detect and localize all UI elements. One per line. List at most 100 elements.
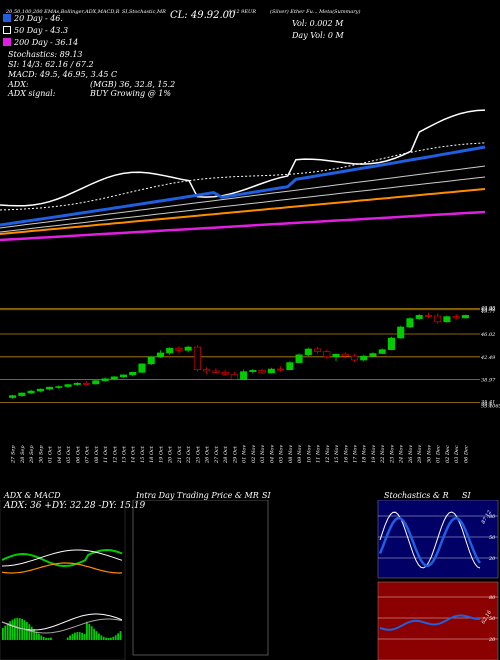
macd-histogram-bar [90,626,93,640]
candle-body [36,388,44,392]
stochastics-level-label: 50 [489,535,496,541]
ema-header: 20,50,100,200 EMAs,Bollinger,ADX,MACD,R [6,9,120,15]
candle-body [203,369,211,372]
candle-body [193,346,201,371]
x-tick-label: 02 Dec [445,445,451,463]
close-price: CL: 49.92.00 [170,10,236,21]
ema20-label: 20 Day - 46. [14,14,63,23]
candle-body [304,348,312,356]
ema-gray-line-1 [0,165,486,229]
candle-body [184,346,192,351]
x-tick-label: 29 Sep [29,445,35,464]
ema-chart [0,109,486,242]
y-tick-label: 38.97 [481,378,496,384]
macd-signal-line [1,618,123,634]
candle-body [286,362,294,371]
ema20-line [0,145,486,227]
candle-body [166,348,174,354]
candle-body [406,318,414,328]
y-tick-label: 49.92 [480,307,495,313]
macd-histogram-bar [74,632,76,640]
candle-body [341,353,349,357]
stochastics-level-label: 80 [489,514,496,520]
y-tick-label: 35.41 [481,399,495,405]
candle-body [452,316,460,319]
y-tick-label: 35.4 [481,401,492,407]
x-tick-label: 28 Sep [20,445,26,464]
macd-histogram-bar [71,633,74,640]
macd-histogram-bar [98,633,100,640]
candle-body [443,316,451,323]
macd-histogram-bar [86,621,88,640]
x-tick-label: 05 Nov [279,445,285,463]
adx-signal-label: ADX signal: [8,89,56,98]
price-line [0,109,486,207]
x-tick-label: 10 Nov [306,445,312,463]
si-line [379,614,481,631]
ema50-label: 50 Day - 43.3 [14,26,69,35]
candle-body [175,348,183,351]
x-tick-label: 17 Nov [353,445,359,463]
x-tick-label: 27 Sep [11,445,17,464]
candle-body [73,382,81,385]
x-tick-label: 24 Nov [399,445,405,464]
macd-histogram-bar [112,636,115,640]
si-level-label: 50 [489,616,496,622]
adx-plus-di-line [1,548,123,568]
x-tick-label: 21 Oct [177,445,183,464]
adx-macd-title: ADX & MACD [4,491,61,500]
candle-body [110,376,118,380]
day-volume-label: Day Vol: 0 M [292,31,344,40]
x-tick-label: 30 Nov [426,445,432,463]
y-tick-label: 35.4065 [481,404,500,410]
macd-histogram-bar [50,637,52,640]
candle-body [46,386,54,390]
macd-histogram-bar [107,637,110,640]
y-tick-label: 46.02 [480,332,495,338]
candle-body [18,392,26,396]
candle-body [240,371,248,380]
macd-histogram-bar [45,637,47,640]
macd-histogram-bar [83,634,86,640]
candle-body [434,315,442,323]
macd-histogram-bar [4,625,7,640]
candle-body [369,353,377,357]
x-tick-label: 26 Oct [205,445,211,464]
macd-histogram-bar [21,618,23,640]
candle-body [332,353,340,358]
x-tick-label: 01 Dec [436,445,442,463]
stochastics-si-label: SI [462,491,471,500]
x-tick-label: 03 Nov [260,445,266,463]
ema50-swatch [3,26,11,34]
x-tick-label: 03 Dec [454,445,460,463]
si-level-label: 20 [488,637,496,643]
x-tick-label: 01 Oct [48,445,54,463]
stochastics-d-line [378,516,482,568]
candle-body [212,370,220,373]
x-tick-label: 18 Nov [362,445,368,463]
x-tick-label: 25 Oct [195,445,201,464]
candle-body [9,395,17,398]
macd-histogram-bar [110,637,112,640]
macd-histogram-bar [78,632,81,640]
ema100-line [0,188,486,235]
y-tick-label: 49.77 [480,309,496,315]
x-tick-label: 23 Nov [389,445,395,464]
macd-histogram-bar [2,628,4,640]
candle-body [92,380,100,385]
x-tick-label: 01 Nov [242,445,248,463]
x-tick-label: 18 Oct [149,445,155,463]
macd-histogram-bar [81,632,83,640]
x-tick-label: 02 Nov [251,445,257,463]
x-tick-label: 12 Nov [325,445,331,463]
company-name: (Silver) Ether Fu... Meta(Summary) [270,9,361,15]
macd-histogram-bar [95,631,98,640]
x-tick-label: 07 Oct [85,445,91,463]
stochastics-panel [377,500,499,579]
macd-histogram-bar [100,635,103,640]
adx-signal-value: BUY Growing @ 1% [90,89,171,98]
x-tick-label: 30 Sep [38,445,44,463]
candle-body [230,373,238,380]
x-tick-label: 20 Oct [168,445,174,464]
